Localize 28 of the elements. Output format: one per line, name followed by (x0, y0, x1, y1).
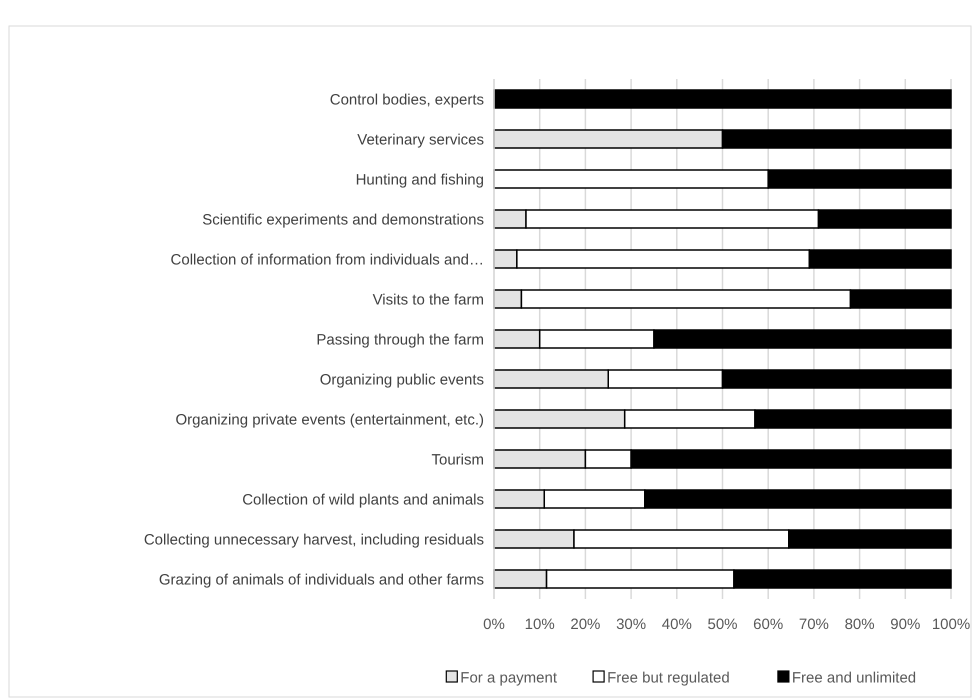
y-tick-label: Collecting unnecessary harvest, including residuals (144, 531, 484, 548)
y-tick-label: Tourism (431, 451, 484, 468)
x-tick-label: 0% (483, 616, 505, 633)
y-tick-label: Scientific experiments and demonstrations (202, 211, 484, 228)
legend-label: Free but regulated (607, 669, 730, 686)
legend-label: Free and unlimited (792, 669, 916, 686)
y-tick-label: Control bodies, experts (330, 91, 484, 108)
x-tick-label: 30% (616, 616, 646, 633)
y-tick-label: Collection of information from individuals and… (170, 251, 484, 268)
y-tick-label: Passing through the farm (316, 331, 484, 348)
x-tick-label: 40% (662, 616, 692, 633)
x-tick-label: 50% (707, 616, 738, 633)
legend-label: For a payment (460, 669, 558, 686)
y-tick-label: Veterinary services (357, 131, 484, 148)
y-tick-label: Organizing private events (entertainment, etc.) (176, 411, 484, 428)
x-tick-label: 70% (798, 616, 829, 633)
x-tick-label: 60% (753, 616, 784, 633)
x-tick-label: 100% (932, 616, 970, 633)
y-tick-label: Visits to the farm (372, 291, 484, 308)
x-tick-label: 80% (844, 616, 875, 633)
x-tick-label: 20% (570, 616, 600, 633)
y-tick-label: Collection of wild plants and animals (242, 491, 484, 508)
y-tick-label: Hunting and fishing (356, 171, 484, 188)
bar (493, 89, 952, 109)
y-tick-label: Grazing of animals of individuals and other farms (158, 571, 484, 588)
y-tick-label: Organizing public events (320, 371, 484, 388)
x-tick-label: 90% (890, 616, 920, 633)
x-tick-label: 10% (524, 616, 555, 633)
